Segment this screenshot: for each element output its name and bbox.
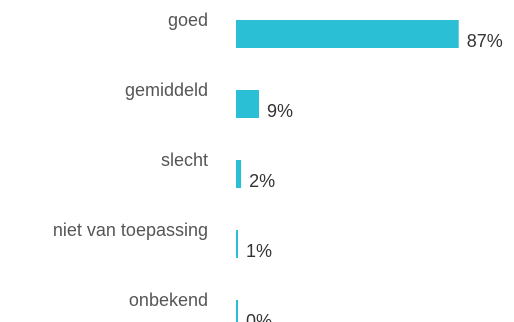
value-label: 9% [267,101,293,121]
bar [236,20,459,48]
category-label: niet van toepassing [53,220,208,240]
bar [236,90,260,118]
category-label: goed [168,10,208,30]
bar [236,160,242,188]
category-label: onbekend [129,290,208,310]
value-label: 0% [246,311,272,322]
value-label: 2% [249,171,275,191]
bar [236,300,238,322]
bar [236,230,238,258]
value-label: 87% [467,31,503,51]
category-label: gemiddeld [125,80,208,100]
category-label: slecht [161,150,208,170]
value-label: 1% [246,241,272,261]
